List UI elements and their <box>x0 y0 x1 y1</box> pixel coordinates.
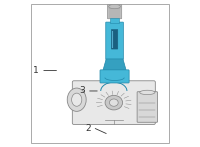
FancyBboxPatch shape <box>72 81 155 125</box>
Ellipse shape <box>67 88 86 111</box>
Ellipse shape <box>109 4 120 9</box>
Text: 2: 2 <box>86 124 91 133</box>
Ellipse shape <box>109 99 118 106</box>
Polygon shape <box>103 59 126 71</box>
Text: 1: 1 <box>33 66 39 75</box>
Ellipse shape <box>105 95 123 110</box>
FancyBboxPatch shape <box>137 92 158 122</box>
FancyBboxPatch shape <box>111 30 118 49</box>
FancyBboxPatch shape <box>106 22 123 59</box>
Ellipse shape <box>72 93 82 106</box>
Ellipse shape <box>140 90 155 95</box>
Bar <box>110 18 119 22</box>
Text: 3: 3 <box>80 86 85 95</box>
FancyBboxPatch shape <box>107 4 122 19</box>
FancyBboxPatch shape <box>100 70 129 83</box>
